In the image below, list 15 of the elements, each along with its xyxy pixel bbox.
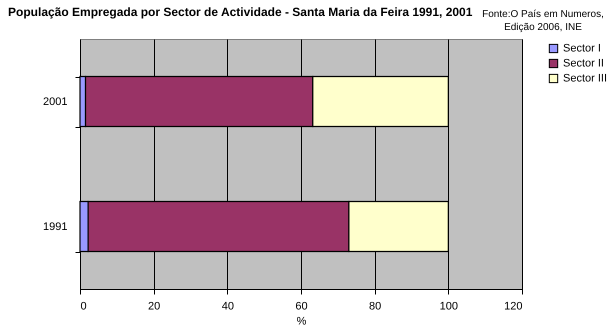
x-tick-label: 80 [369,300,382,312]
y-tick-label: 2001 [43,96,68,108]
x-tick-label: 100 [440,300,458,312]
chart-title: População Empregada por Sector de Actividade - Santa Maria da Feira 1991, 2001 [8,5,473,19]
x-axis-title: % [296,316,307,325]
x-tick-label: 60 [295,300,308,312]
x-tick-label: 20 [148,300,160,312]
legend-label: Sector II [563,58,604,70]
x-tick-label: 120 [504,300,522,312]
source-note: Fonte:O País em Numeros, Edição 2006, INE [481,8,605,34]
x-tick-label: 40 [222,300,234,312]
x-tick-label: 0 [80,300,87,312]
legend-label: Sector III [563,72,608,84]
legend-label: Sector I [563,42,601,54]
y-tick-label: 1991 [43,221,68,233]
